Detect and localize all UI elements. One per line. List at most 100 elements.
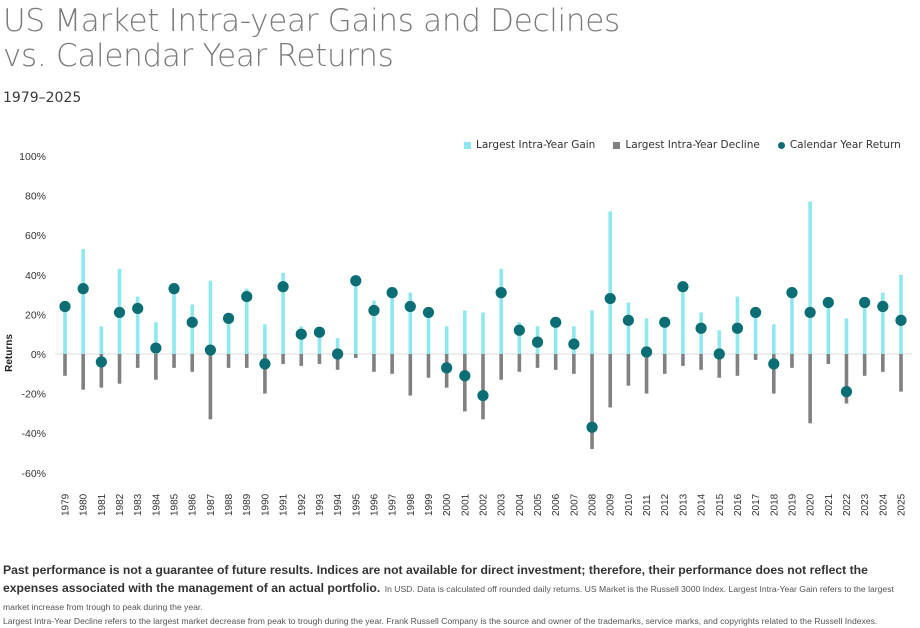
gain-bar-2000 [444, 326, 449, 354]
x-tick-label: 2012 [660, 493, 671, 516]
return-dot-2023 [859, 296, 871, 309]
decline-bar-2004 [517, 354, 522, 372]
x-tick-label: 2024 [878, 493, 889, 516]
return-dot-1999 [422, 306, 435, 319]
return-dot-1979 [59, 300, 71, 313]
gain-bar-2018 [771, 324, 776, 354]
return-dot-1985 [168, 283, 180, 295]
return-dot-1993 [313, 326, 326, 338]
decline-bar-2001 [463, 354, 467, 412]
decline-bar-2007 [572, 354, 576, 374]
legend-item-gain: Largest Intra-Year Gain [464, 139, 595, 151]
decline-bar-2011 [644, 354, 649, 394]
decline-bar-1989 [244, 354, 249, 368]
gain-bar-2012 [662, 322, 667, 354]
x-tick-label: 1997 [388, 493, 399, 516]
legend-swatch-decline [613, 141, 621, 149]
return-dot-2011 [640, 346, 653, 358]
x-tick-label: 2006 [551, 493, 562, 516]
decline-bar-2018 [771, 354, 776, 394]
return-dot-2020 [804, 306, 816, 319]
decline-bar-2019 [790, 354, 794, 368]
x-tick-label: 2008 [588, 493, 599, 516]
chart-plot: -60% -40% -20% 0% 20% 40% 60% 80% 100% Returns 1… [4, 151, 912, 516]
x-tick-label: 2020 [806, 493, 817, 516]
gain-bar-2021 [826, 302, 831, 354]
gain-bar-1980 [81, 249, 85, 354]
gain-bar-1979 [63, 306, 67, 354]
return-dot-1998 [404, 300, 416, 313]
x-tick-label: 1993 [315, 493, 326, 516]
return-dot-2004 [513, 324, 525, 336]
return-dot-2016 [731, 322, 744, 334]
decline-bar-1990 [263, 354, 267, 394]
x-tick-label: 1994 [333, 493, 344, 516]
decline-bar-2016 [735, 354, 740, 376]
decline-bar-1982 [117, 354, 122, 384]
x-tick-label: 2005 [533, 493, 544, 516]
decline-bar-2022 [844, 354, 849, 404]
x-tick-label: 2001 [460, 493, 471, 516]
x-tick-label: 2003 [497, 493, 508, 516]
x-tick-label: 1989 [242, 493, 253, 516]
return-dot-1989 [241, 290, 253, 303]
return-dot-2009 [604, 292, 616, 305]
decline-bar-2017 [753, 354, 758, 360]
gain-bar-2024 [881, 292, 885, 354]
x-tick-label: 1984 [151, 493, 162, 516]
legend-label-gain: Largest Intra-Year Gain [476, 139, 596, 151]
decline-bar-1997 [390, 354, 394, 374]
y-tick-label: -40% [21, 428, 46, 440]
return-dot-2019 [786, 287, 798, 299]
footer-bold-text: Past performance is not a guarantee of f… [3, 563, 868, 595]
x-tick-label: 1998 [406, 493, 417, 516]
legend-label-return: Calendar Year Return [789, 139, 901, 151]
gain-bar-2022 [844, 318, 849, 354]
decline-bar-2009 [608, 354, 613, 408]
decline-bar-1981 [99, 354, 104, 388]
x-tick-label: 1983 [133, 493, 144, 516]
x-tick-label: 2015 [715, 493, 726, 516]
decline-bar-2015 [717, 354, 722, 378]
gain-bar-1991 [281, 272, 285, 354]
decline-bar-2012 [662, 354, 667, 374]
x-tick-label: 2023 [860, 493, 871, 516]
x-tick-label: 1991 [279, 493, 290, 516]
gain-bar-1981 [99, 326, 104, 354]
decline-bar-2023 [862, 354, 867, 376]
y-tick-label: 80% [25, 191, 46, 203]
return-dot-2010 [622, 314, 634, 326]
x-tick-label: 1986 [188, 493, 199, 516]
decline-bar-1999 [426, 354, 431, 378]
gain-bar-1990 [263, 324, 267, 354]
decline-bar-2005 [535, 354, 540, 368]
return-dot-1988 [222, 312, 235, 324]
decline-bar-1993 [317, 354, 322, 364]
x-tick-label: 2021 [824, 493, 835, 516]
return-dot-2007 [568, 338, 580, 350]
gain-bar-1996 [372, 300, 376, 354]
y-axis-label: Returns [4, 334, 15, 372]
x-tick-label: 2000 [442, 493, 453, 516]
gain-bar-2010 [626, 302, 631, 354]
gain-bar-2001 [463, 310, 467, 354]
return-dot-2024 [877, 300, 889, 313]
gain-bar-1984 [154, 322, 158, 354]
legend-swatch-gain [464, 141, 471, 149]
chart-title-line2: vs. Calendar Year Returns [3, 38, 394, 74]
return-dot-1980 [77, 283, 89, 295]
decline-bar-1979 [63, 354, 67, 376]
decline-bar-1985 [172, 354, 176, 368]
x-tick-label: 2011 [642, 494, 653, 516]
y-tick-label: -20% [21, 389, 46, 401]
x-tick-label: 1985 [170, 493, 181, 516]
gain-bar-1995 [353, 278, 358, 354]
chart-title-line1: US Market Intra-year Gains and Declines [3, 3, 620, 39]
decline-bar-1991 [281, 354, 285, 364]
gain-bar-2023 [862, 302, 867, 354]
y-tick-label: 0% [31, 349, 46, 361]
decline-bar-1996 [372, 354, 376, 372]
decline-bar-1987 [208, 354, 213, 420]
x-tick-label: 1981 [97, 493, 108, 516]
return-dot-1986 [186, 316, 198, 328]
